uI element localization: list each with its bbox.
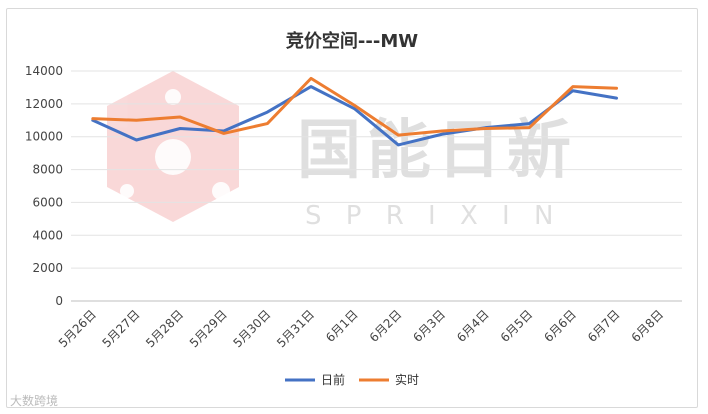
y-axis-ticks: 0 2000 4000 6000 8000 10000 12000 14000 (25, 64, 63, 308)
footer-text: 大数跨境 (10, 394, 59, 408)
legend-label-series-0: 日前 (321, 372, 345, 387)
footer-watermark: 大数跨境 (10, 392, 58, 409)
watermark-text: 国能日新 (297, 114, 577, 188)
x-tick-label: 6月8日 (629, 307, 667, 345)
x-tick-label: 6月1日 (323, 307, 361, 345)
y-tick-label: 12000 (25, 97, 63, 111)
legend-label-series-1: 实时 (395, 372, 419, 387)
x-tick-label: 6月2日 (367, 307, 405, 345)
legend: 日前 实时 (285, 372, 419, 387)
x-tick-label: 5月30日 (230, 307, 273, 350)
x-axis-ticks: 5月26日 5月27日 5月28日 5月29日 5月30日 5月31日 6月1日 6月2日 6月… (56, 307, 666, 350)
x-tick-label: 5月31日 (274, 307, 317, 350)
y-tick-label: 14000 (25, 64, 63, 78)
x-tick-label: 6月3日 (410, 307, 448, 345)
legend-item-series-1[interactable]: 实时 (359, 372, 419, 387)
y-tick-label: 0 (55, 294, 63, 308)
chart-title: 竞价空间---MW (286, 30, 418, 52)
watermark-subtext: S P R I X I N (305, 201, 561, 231)
y-tick-label: 10000 (25, 130, 63, 144)
x-tick-label: 5月27日 (100, 307, 143, 350)
x-tick-label: 5月26日 (56, 307, 99, 350)
grid (71, 70, 682, 302)
chart-card: 国能日新 S P R I X I N 竞价空间---MW 0 2000 4000 60… (6, 8, 698, 408)
x-tick-label: 6月7日 (585, 307, 623, 345)
series-lines (91, 76, 619, 147)
watermark: 国能日新 S P R I X I N (107, 71, 577, 231)
y-tick-label: 6000 (32, 195, 63, 209)
y-tick-label: 2000 (32, 261, 63, 275)
line-chart: 国能日新 S P R I X I N 竞价空间---MW 0 2000 4000 60… (25, 30, 682, 387)
x-tick-label: 5月29日 (187, 307, 230, 350)
x-tick-label: 5月28日 (143, 307, 186, 350)
x-tick-label: 6月6日 (541, 307, 579, 345)
legend-item-series-0[interactable]: 日前 (285, 372, 345, 387)
x-tick-label: 6月4日 (454, 307, 492, 345)
watermark-logo-shape (107, 71, 239, 222)
y-tick-label: 8000 (32, 163, 63, 177)
x-tick-label: 6月5日 (498, 307, 536, 345)
y-tick-label: 4000 (32, 228, 63, 242)
